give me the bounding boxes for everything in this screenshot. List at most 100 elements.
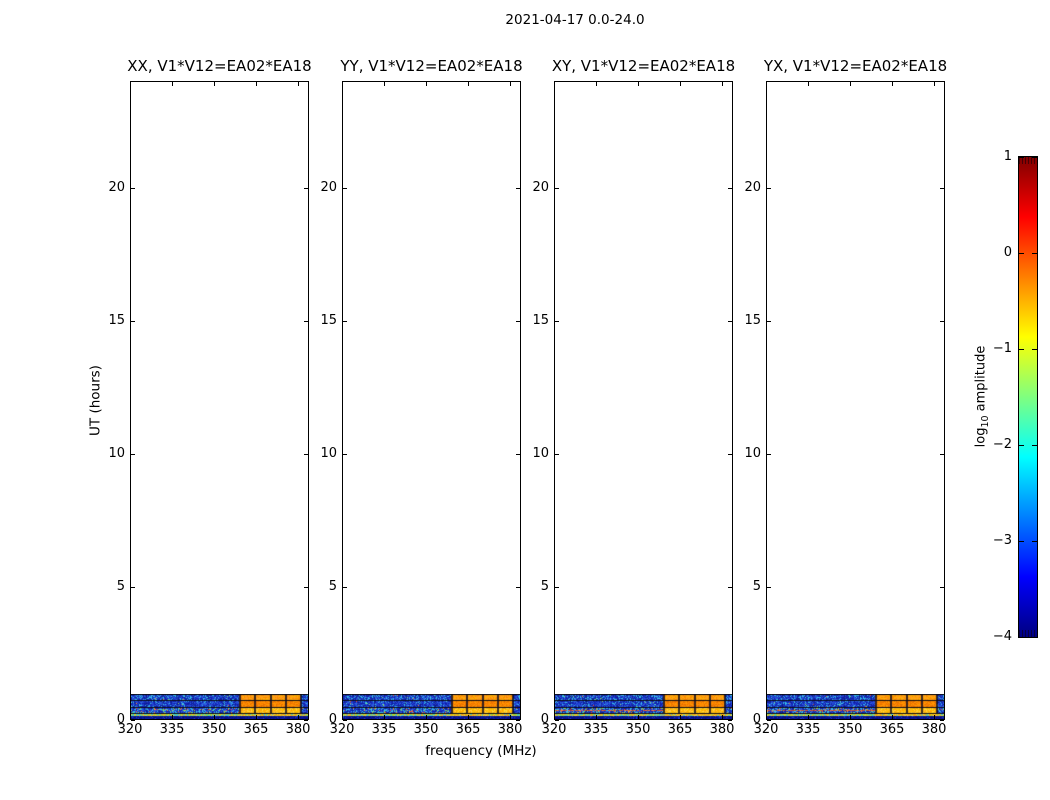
x-tick-label: 320: [117, 722, 143, 737]
x-tick-top: [384, 82, 385, 86]
y-tick-left: [767, 587, 771, 588]
x-tick-label: 335: [795, 722, 821, 737]
y-axis-label-text: UT (hours): [87, 365, 104, 436]
colorbar-tick-left: [1019, 637, 1024, 638]
y-tick-label: 5: [116, 579, 125, 594]
y-tick-label: 10: [744, 446, 761, 461]
colorbar-top-comb: [1019, 157, 1037, 164]
colorbar-tick-left: [1019, 253, 1024, 254]
x-tick-bottom: [468, 715, 469, 719]
y-tick-left: [131, 720, 135, 721]
y-tick-label: 15: [744, 313, 761, 328]
panel-title: YY, V1*V12=EA02*EA18: [340, 57, 523, 75]
x-tick-bottom: [596, 715, 597, 719]
colorbar-tick-left: [1019, 541, 1024, 542]
y-tick-right: [940, 587, 944, 588]
x-tick-bottom: [766, 715, 767, 719]
colorbar-label: log10 amplitude: [973, 332, 992, 462]
y-tick-left: [555, 587, 559, 588]
panel-title: XY, V1*V12=EA02*EA18: [551, 57, 736, 75]
x-tick-bottom: [342, 715, 343, 719]
y-tick-left: [767, 321, 771, 322]
y-tick-label: 20: [744, 180, 761, 195]
x-tick-top: [468, 82, 469, 86]
x-tick-top: [766, 82, 767, 86]
colorbar-tick-right: [1032, 637, 1037, 638]
waterfall-strip-canvas: [343, 694, 520, 719]
y-tick-label: 10: [320, 446, 337, 461]
x-tick-top: [298, 82, 299, 86]
y-tick-left: [343, 454, 347, 455]
x-tick-top: [892, 82, 893, 86]
x-tick-bottom: [722, 715, 723, 719]
y-tick-left: [343, 188, 347, 189]
colorbar-label-rest: amplitude: [973, 345, 989, 416]
x-tick-label: 335: [159, 722, 185, 737]
y-axis-label: UT (hours): [88, 341, 105, 461]
x-tick-label: 380: [497, 722, 523, 737]
y-tick-right: [304, 188, 308, 189]
y-tick-label: 5: [540, 579, 549, 594]
x-tick-bottom: [680, 715, 681, 719]
x-tick-top: [850, 82, 851, 86]
y-tick-label: 15: [320, 313, 337, 328]
x-tick-bottom: [172, 715, 173, 719]
y-tick-left: [555, 720, 559, 721]
waterfall-strip-canvas: [555, 694, 732, 719]
x-tick-top: [934, 82, 935, 86]
y-tick-left: [767, 454, 771, 455]
y-tick-left: [131, 321, 135, 322]
y-tick-left: [131, 188, 135, 189]
heatmap-panel-xy: [554, 81, 733, 720]
heatmap-panel-yx: [766, 81, 945, 720]
y-tick-right: [728, 321, 732, 322]
x-tick-label: 335: [371, 722, 397, 737]
x-tick-top: [596, 82, 597, 86]
colorbar-tick-label: 1: [1003, 149, 1012, 164]
heatmap-panel-xx: [130, 81, 309, 720]
x-tick-top: [680, 82, 681, 86]
y-tick-right: [516, 188, 520, 189]
x-tick-bottom: [934, 715, 935, 719]
y-tick-right: [728, 587, 732, 588]
colorbar-label-log: log: [973, 427, 989, 448]
x-tick-label: 365: [243, 722, 269, 737]
x-tick-label: 320: [329, 722, 355, 737]
y-tick-right: [940, 454, 944, 455]
y-tick-left: [555, 188, 559, 189]
x-tick-bottom: [808, 715, 809, 719]
y-tick-label: 0: [116, 712, 125, 727]
x-tick-label: 350: [625, 722, 651, 737]
x-tick-bottom: [130, 715, 131, 719]
colorbar-tick-right: [1032, 541, 1037, 542]
y-tick-right: [516, 720, 520, 721]
x-tick-bottom: [214, 715, 215, 719]
waterfall-strip-canvas: [767, 694, 944, 719]
x-tick-bottom: [892, 715, 893, 719]
panel-title: YX, V1*V12=EA02*EA18: [763, 57, 948, 75]
colorbar-tick-label: −1: [992, 341, 1012, 356]
x-tick-top: [554, 82, 555, 86]
y-tick-label: 5: [328, 579, 337, 594]
y-tick-left: [343, 321, 347, 322]
y-tick-right: [304, 321, 308, 322]
colorbar-tick-right: [1032, 157, 1037, 158]
x-tick-label: 320: [541, 722, 567, 737]
y-tick-label: 15: [532, 313, 549, 328]
y-tick-left: [555, 321, 559, 322]
colorbar-label-sub: 10: [980, 415, 992, 428]
y-tick-label: 20: [532, 180, 549, 195]
y-tick-left: [343, 587, 347, 588]
y-tick-left: [131, 454, 135, 455]
colorbar-tick-label: −4: [992, 629, 1012, 644]
y-tick-label: 20: [320, 180, 337, 195]
y-tick-right: [304, 720, 308, 721]
y-tick-label: 0: [540, 712, 549, 727]
x-tick-bottom: [850, 715, 851, 719]
y-tick-label: 0: [328, 712, 337, 727]
colorbar-tick-left: [1019, 445, 1024, 446]
x-tick-label: 380: [709, 722, 735, 737]
x-tick-top: [808, 82, 809, 86]
x-tick-label: 335: [583, 722, 609, 737]
x-tick-label: 320: [753, 722, 779, 737]
